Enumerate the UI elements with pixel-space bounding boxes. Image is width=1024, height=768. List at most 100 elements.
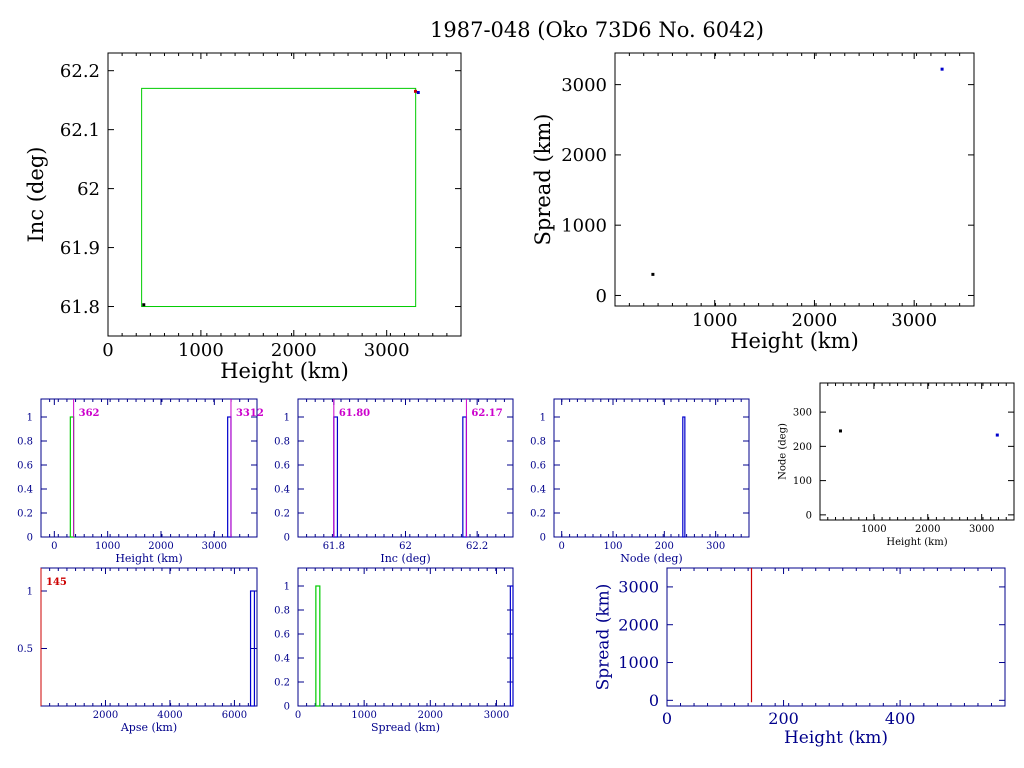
x-tick-label: 2000 bbox=[148, 541, 173, 552]
plot-frame bbox=[297, 567, 514, 707]
y-tick-label: 0.6 bbox=[17, 461, 33, 472]
data-point bbox=[940, 67, 944, 71]
x-tick-label: 1000 bbox=[692, 310, 738, 331]
y-tick-label: 3000 bbox=[618, 578, 659, 597]
data-point bbox=[838, 429, 842, 433]
x-tick-label: 1000 bbox=[351, 710, 376, 721]
x-axis-label: Height (km) bbox=[886, 537, 947, 548]
y-tick-label: 300 bbox=[793, 408, 812, 419]
y-tick-label: 0.6 bbox=[274, 630, 290, 641]
data-point bbox=[995, 433, 999, 437]
data-point bbox=[142, 303, 146, 307]
data-point bbox=[416, 91, 420, 95]
y-tick-label: 0.6 bbox=[530, 461, 546, 472]
y-tick-label: 0.8 bbox=[17, 437, 33, 448]
x-tick-label: 6000 bbox=[222, 710, 247, 721]
y-tick-label: 0.2 bbox=[274, 678, 290, 689]
x-axis-label: Spread (km) bbox=[371, 721, 440, 734]
y-tick-label: 61.8 bbox=[60, 297, 100, 318]
y-tick-label: 1000 bbox=[561, 215, 607, 236]
plot-frame bbox=[553, 398, 750, 538]
y-tick-label: 1 bbox=[27, 587, 33, 598]
x-axis-label: Height (km) bbox=[730, 329, 859, 353]
x-tick-label: 3000 bbox=[202, 541, 227, 552]
x-tick-label: 1000 bbox=[861, 524, 886, 535]
y-tick-label: 0.8 bbox=[530, 437, 546, 448]
x-tick-label: 0 bbox=[51, 541, 57, 552]
y-tick-label: 1 bbox=[540, 413, 546, 424]
y-tick-label: 2000 bbox=[618, 615, 659, 634]
x-tick-label: 100 bbox=[603, 541, 622, 552]
x-tick-label: 400 bbox=[885, 709, 916, 728]
x-tick-label: 3000 bbox=[969, 524, 994, 535]
x-tick-label: 3000 bbox=[364, 340, 410, 361]
histogram-bar bbox=[462, 416, 468, 538]
plot-frame bbox=[107, 52, 462, 337]
x-tick-label: 2000 bbox=[792, 310, 838, 331]
data-point bbox=[651, 272, 655, 276]
y-tick-label: 1 bbox=[27, 413, 33, 424]
x-tick-label: 3000 bbox=[484, 710, 509, 721]
x-axis-label: Height (km) bbox=[784, 728, 888, 748]
histogram-bar bbox=[682, 416, 686, 538]
x-tick-label: 1000 bbox=[95, 541, 120, 552]
y-tick-label: 0.4 bbox=[274, 654, 290, 665]
y-tick-label: 0.8 bbox=[274, 606, 290, 617]
y-tick-label: 0 bbox=[649, 691, 659, 710]
y-tick-label: 0 bbox=[806, 510, 812, 521]
x-tick-label: 62 bbox=[399, 541, 412, 552]
y-tick-label: 62.1 bbox=[60, 120, 100, 141]
y-tick-label: 0 bbox=[27, 533, 33, 544]
y-tick-label: 0.5 bbox=[17, 644, 33, 655]
y-tick-label: 0.2 bbox=[530, 509, 546, 520]
y-axis-label: Spread (km) bbox=[594, 584, 614, 691]
plot-frame bbox=[666, 567, 1006, 707]
range-box bbox=[141, 87, 417, 308]
x-tick-label: 200 bbox=[655, 541, 674, 552]
x-tick-label: 3000 bbox=[891, 310, 937, 331]
y-axis-label: Spread (km) bbox=[531, 114, 555, 246]
x-axis-label: Height (km) bbox=[115, 552, 182, 565]
plot-node-hist: 0 100 200 300 0 0.2 0.4 0.6 0.8 1 Node (deg) bbox=[530, 398, 750, 565]
y-tick-label: 3000 bbox=[561, 75, 607, 96]
plot-frame bbox=[819, 382, 1015, 521]
marker-label: 145 bbox=[46, 577, 67, 588]
y-tick-label: 0.2 bbox=[274, 509, 290, 520]
x-axis-label: Node (deg) bbox=[620, 552, 682, 565]
plot-frame bbox=[614, 52, 975, 307]
plot-spread-vs-height-small: 0 200 400 0 1000 2000 3000 Height (km) Spread (k… bbox=[594, 567, 1006, 748]
data-point bbox=[413, 89, 417, 93]
y-tick-label: 2000 bbox=[561, 145, 607, 166]
y-tick-label: 0.4 bbox=[274, 485, 290, 496]
marker-label: 3312 bbox=[236, 408, 264, 419]
x-axis-label: Inc (deg) bbox=[380, 552, 430, 565]
x-tick-label: 2000 bbox=[93, 710, 118, 721]
x-tick-label: 2000 bbox=[915, 524, 940, 535]
y-tick-label: 0 bbox=[284, 533, 290, 544]
y-tick-label: 0 bbox=[540, 533, 546, 544]
x-tick-label: 62.2 bbox=[466, 541, 488, 552]
y-tick-label: 1 bbox=[284, 582, 290, 593]
plot-frame bbox=[40, 567, 258, 707]
plot-frame bbox=[297, 398, 514, 538]
plot-inc-hist: 61.8 62 62.2 0 0.2 0.4 0.6 0.8 1 Inc (deg) 61.80 62… bbox=[274, 398, 514, 565]
y-tick-label: 1 bbox=[284, 413, 290, 424]
plot-spread-hist: 0 1000 2000 3000 0 0.2 0.4 0.6 0.8 1 Spread (km) bbox=[274, 567, 514, 734]
x-axis-label: Height (km) bbox=[220, 359, 349, 383]
x-tick-label: 1000 bbox=[178, 340, 224, 361]
x-tick-label: 61.8 bbox=[323, 541, 345, 552]
y-tick-label: 0.8 bbox=[274, 437, 290, 448]
x-tick-label: 2000 bbox=[418, 710, 443, 721]
y-tick-label: 61.9 bbox=[60, 238, 100, 259]
y-tick-label: 0.4 bbox=[17, 485, 33, 496]
x-tick-label: 300 bbox=[706, 541, 725, 552]
plot-inc-vs-height: 0 1000 2000 3000 61.8 61.9 62 62.1 62.2 Height (k… bbox=[24, 52, 462, 383]
x-tick-label: 0 bbox=[559, 541, 565, 552]
y-tick-label: 62 bbox=[77, 179, 100, 200]
y-tick-label: 0.2 bbox=[17, 509, 33, 520]
plot-node-vs-height: 1000 2000 3000 0 100 200 300 Height (km) Node (d… bbox=[777, 382, 1015, 548]
y-tick-label: 200 bbox=[793, 442, 812, 453]
x-tick-label: 2000 bbox=[271, 340, 317, 361]
y-tick-label: 62.2 bbox=[60, 61, 100, 82]
